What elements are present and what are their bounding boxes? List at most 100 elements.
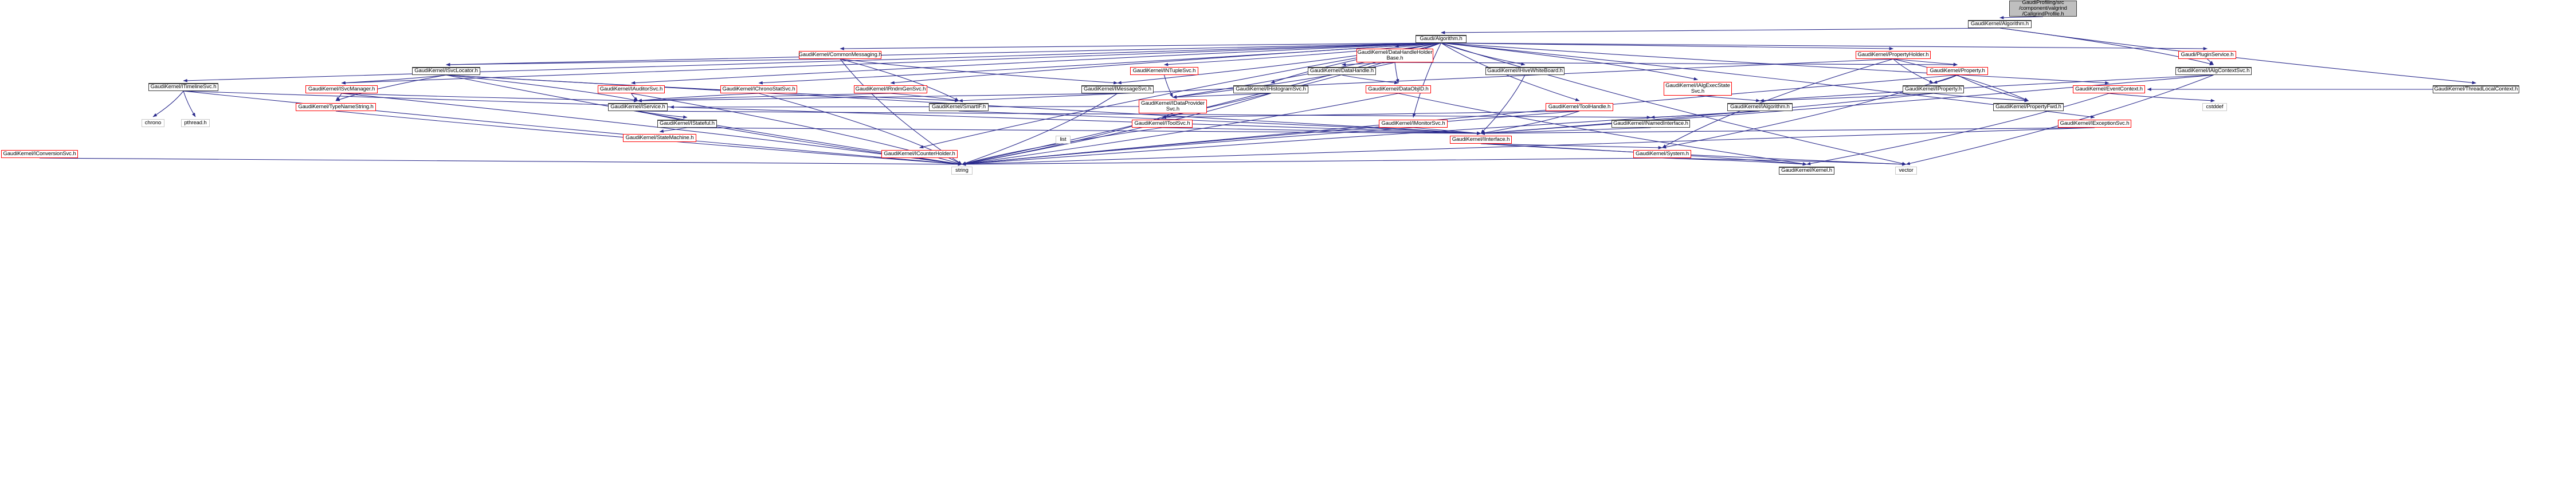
graph-node-itimelinesvc[interactable]: GaudiKernel/ITimelineSvc.h: [148, 83, 218, 91]
graph-edge: [1480, 127, 1651, 135]
graph-edge: [637, 93, 1118, 102]
graph-node-irndmgensvc[interactable]: GaudiKernel/IRndmGenSvc.h: [854, 85, 927, 93]
graph-edge: [1662, 157, 1907, 166]
graph-edge: [1162, 127, 1481, 135]
graph-edge: [631, 42, 1441, 85]
graph-node-ihivewhiteboard[interactable]: GaudiKernel/IHiveWhiteBoard.h: [1485, 67, 1565, 75]
graph-node-isvclocator[interactable]: GaudiKernel/ISvcLocator.h: [412, 67, 480, 75]
graph-node-ialgorithm[interactable]: GaudiKernel/IAlgorithm.h: [1727, 103, 1793, 111]
graph-node-smartif[interactable]: GaudiKernel/SmartIF.h: [929, 103, 989, 111]
graph-node-list[interactable]: list: [1056, 136, 1071, 144]
graph-edge: [1480, 74, 1526, 134]
graph-edge: [1893, 58, 2029, 101]
graph-node-inamedinterface[interactable]: GaudiKernel/INamedInterface.h: [1612, 120, 1690, 128]
graph-node-gaudi_algorithm[interactable]: Gaudi/Algorithm.h: [1416, 35, 1467, 43]
graph-node-system[interactable]: GaudiKernel/System.h: [1633, 150, 1691, 158]
graph-node-itoolsvc[interactable]: GaudiKernel/IToolSvc.h: [1132, 120, 1193, 128]
graph-edge: [446, 58, 841, 66]
graph-edge: [1163, 74, 1173, 98]
graph-edge: [1441, 42, 2110, 85]
graph-edge: [1650, 111, 1761, 119]
graph-edge: [1999, 27, 2214, 66]
graph-edge: [1759, 74, 2214, 102]
graph-edge: [1933, 93, 2029, 102]
graph-node-iconversionsvc[interactable]: GaudiKernel/IConversionSvc.h: [1, 150, 78, 158]
graph-edge: [183, 42, 1441, 82]
graph-node-intuplesvc[interactable]: GaudiKernel/INTupleSvc.h: [1130, 67, 1198, 75]
graph-node-property[interactable]: GaudiKernel/Property.h: [1927, 67, 1988, 75]
graph-edge: [1342, 62, 1395, 66]
graph-edge: [1394, 62, 1958, 66]
graph-edge: [1933, 74, 1958, 84]
graph-node-cstddef[interactable]: cstddef: [2202, 103, 2227, 111]
graph-edge: [1173, 93, 1271, 99]
graph-node-string[interactable]: string: [951, 167, 973, 175]
graph-node-imonitorsvc[interactable]: GaudiKernel/IMonitorSvc.h: [1379, 120, 1448, 128]
graph-node-vector[interactable]: vector: [1895, 167, 1917, 175]
graph-node-gk_algorithm[interactable]: GaudiKernel/Algorithm.h: [1968, 20, 2032, 28]
graph-edge: [341, 42, 1441, 85]
graph-edge: [2108, 93, 2215, 102]
graph-edge: [183, 90, 962, 166]
graph-node-propertyholder[interactable]: GaudiKernel/PropertyHolder.h: [1856, 51, 1931, 59]
graph-node-datahandleholderbase[interactable]: GaudiKernel/DataHandleHolder Base.h: [1356, 49, 1433, 62]
graph-edge: [1480, 127, 2095, 135]
graph-node-kernel[interactable]: GaudiKernel/Kernel.h: [1779, 167, 1834, 175]
graph-edge: [962, 127, 1163, 165]
graph-edge: [631, 93, 638, 101]
graph-node-pluginservice[interactable]: Gaudi/PluginService.h: [2178, 51, 2236, 59]
graph-node-isvcmanager[interactable]: GaudiKernel/ISvcManager.h: [305, 85, 378, 93]
graph-edge: [1759, 93, 1934, 102]
graph-node-ithreadlocalcontext[interactable]: GaudiKernel/ThreadLocalContext.h: [2433, 85, 2519, 93]
graph-node-pthread[interactable]: pthread.h: [181, 119, 210, 127]
graph-node-statemachine[interactable]: GaudiKernel/StateMachine.h: [623, 134, 696, 142]
graph-edge: [962, 127, 2095, 166]
graph-node-ialgcontextsvc[interactable]: GaudiKernel/IAlgContextSvc.h: [2175, 67, 2252, 75]
graph-node-iproperty[interactable]: GaudiKernel/IProperty.h: [1903, 85, 1964, 93]
graph-edge: [840, 58, 1118, 85]
graph-edge: [183, 90, 196, 117]
graph-node-imessagesvc[interactable]: GaudiKernel/IMessageSvc.h: [1081, 85, 1154, 93]
graph-edge: [659, 127, 688, 133]
graph-edge: [637, 93, 891, 102]
graph-node-istateful[interactable]: GaudiKernel/IStateful.h: [657, 120, 717, 128]
graph-node-iexceptionsvc[interactable]: GaudiKernel/IExceptionSvc.h: [2058, 120, 2131, 128]
graph-edge: [1697, 95, 1761, 102]
graph-edge: [962, 93, 1271, 165]
graph-node-ialgexecstatesvc[interactable]: GaudiKernel/IAlgExecState Svc.h: [1664, 82, 1732, 96]
graph-edge: [1394, 42, 1441, 48]
graph-node-iservice[interactable]: GaudiKernel/IService.h: [608, 103, 668, 111]
graph-edge: [962, 127, 1414, 166]
graph-node-dataobjid[interactable]: GaudiKernel/DataObjID.h: [1366, 85, 1431, 93]
graph-node-commonmessaging[interactable]: GaudiKernel/CommonMessaging.h: [798, 51, 882, 59]
graph-node-propertyfwd[interactable]: GaudiKernel/PropertyFwd.h: [1993, 103, 2064, 111]
graph-edge: [341, 93, 638, 102]
graph-node-typenamestring[interactable]: GaudiKernel/TypeNameString.h: [296, 103, 376, 111]
graph-node-eventcontext[interactable]: GaudiKernel/EventContext.h: [2073, 85, 2145, 93]
graph-node-datahandle[interactable]: GaudiKernel/DataHandle.h: [1308, 67, 1376, 75]
graph-edge: [1394, 62, 1399, 84]
graph-edge: [1342, 74, 1399, 85]
graph-edge: [39, 157, 962, 166]
graph-node-idataprovidersvc[interactable]: GaudiKernel/IDataProvider Svc.h: [1139, 100, 1207, 113]
graph-edge: [637, 93, 759, 102]
graph-node-icounterholder[interactable]: GaudiKernel/ICounterHolder.h: [881, 150, 958, 158]
graph-edge: [1441, 42, 1893, 50]
graph-edge: [335, 93, 342, 101]
graph-node-chrono[interactable]: chrono: [142, 119, 164, 127]
graph-edge: [1413, 127, 1481, 135]
graph-node-toolhandle[interactable]: GaudiKernel/ToolHandle.h: [1546, 103, 1613, 111]
graph-node-iinterface[interactable]: GaudiKernel/IInterface.h: [1450, 136, 1512, 144]
graph-node-ihistogramsvc[interactable]: GaudiKernel/IHistogramSvc.h: [1233, 85, 1308, 93]
graph-edge: [1162, 111, 1580, 119]
graph-edge: [1441, 42, 1698, 81]
graph-edge: [1441, 27, 2000, 34]
graph-edge: [958, 58, 1893, 102]
graph-edge: [840, 42, 1441, 50]
graph-edge: [1480, 111, 1580, 135]
graph-node-iauditorsvc[interactable]: GaudiKernel/IAuditorSvc.h: [598, 85, 665, 93]
graph-edge: [637, 111, 688, 119]
graph-node-ichronostatsvc[interactable]: GaudiKernel/IChronoStatSvc.h: [720, 85, 797, 93]
graph-edge: [152, 90, 184, 117]
